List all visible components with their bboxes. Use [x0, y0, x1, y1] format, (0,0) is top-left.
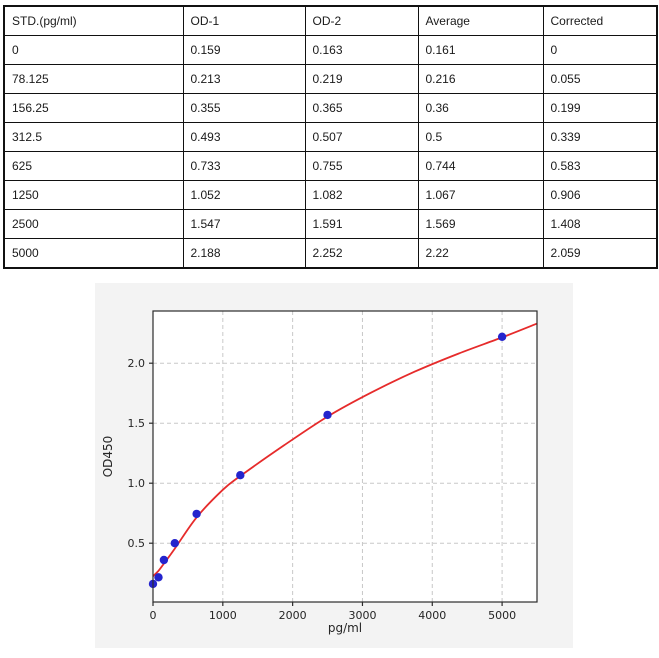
plot-frame: [152, 310, 538, 603]
table-row: 0 0.159 0.163 0.161 0: [3, 35, 658, 65]
data-point: [323, 410, 332, 420]
table-cell: 2.188: [182, 238, 306, 269]
table-cell: 0.507: [304, 122, 419, 152]
table-cell: 0.163: [304, 35, 419, 65]
table-cell: 0.906: [542, 180, 658, 210]
data-point: [154, 573, 163, 582]
y-tick-label: 1.0: [128, 477, 146, 490]
table-cell: 0.733: [182, 151, 306, 181]
tick-labels: 0 1000 2000 3000 4000 5000 0.5 1.0 1.5 2.0: [128, 357, 517, 622]
table-cell: 0.055: [542, 64, 658, 94]
gridlines: [153, 311, 537, 602]
table-cell: 0.365: [304, 93, 419, 123]
y-tick-label: 1.5: [128, 417, 146, 430]
plot-background: [153, 311, 537, 602]
plot-border: [152, 310, 538, 603]
plot-area: [153, 311, 537, 602]
table-cell: 2.059: [542, 238, 658, 269]
table-cell: 2.252: [304, 238, 419, 269]
table-cell: 0.199: [542, 93, 658, 123]
table-cell: 0.159: [182, 35, 306, 65]
data-point: [192, 509, 201, 519]
table-row: 1250 1.052 1.082 1.067 0.906: [3, 180, 658, 210]
table-cell: 0.744: [417, 151, 544, 181]
table-cell: 0: [3, 35, 184, 65]
table-cell: 625: [3, 151, 184, 181]
table-cell: 0.355: [182, 93, 306, 123]
standard-curve-figure: 0 1000 2000 3000 4000 5000 0.5 1.0 1.5 2.0 pg/ml …: [95, 283, 573, 648]
table-cell: 0.493: [182, 122, 306, 152]
col-header-od1: OD-1: [182, 5, 306, 36]
table-body: 0 0.159 0.163 0.161 0 78.125 0.213 0.219 0.216 0.…: [3, 35, 658, 269]
y-tick-label: 2.0: [128, 357, 146, 370]
col-header-average: Average: [417, 5, 544, 36]
table-row: 2500 1.547 1.591 1.569 1.408: [3, 209, 658, 239]
table-row: 5000 2.188 2.252 2.22 2.059: [3, 238, 658, 269]
table-cell: 0.216: [417, 64, 544, 94]
table-cell: 1.408: [542, 209, 658, 239]
x-tick-label: 1000: [209, 609, 237, 622]
table-row: 156.25 0.355 0.365 0.36 0.199: [3, 93, 658, 123]
table-cell: 1.547: [182, 209, 306, 239]
table-cell: 0.161: [417, 35, 544, 65]
table-cell: 0.36: [417, 93, 544, 123]
x-tick-label: 0: [150, 609, 157, 622]
table-cell: 0.339: [542, 122, 658, 152]
table-cell: 2500: [3, 209, 184, 239]
table-row: 625 0.733 0.755 0.744 0.583: [3, 151, 658, 181]
col-header-corrected: Corrected: [542, 5, 658, 36]
table-cell: 1.082: [304, 180, 419, 210]
table-cell: 0.5: [417, 122, 544, 152]
table-cell: 5000: [3, 238, 184, 269]
y-axis-label: OD450: [101, 436, 115, 478]
table-cell: 0.213: [182, 64, 306, 94]
col-header-od2: OD-2: [304, 5, 419, 36]
table-cell: 1.569: [417, 209, 544, 239]
table-row: 78.125 0.213 0.219 0.216 0.055: [3, 64, 658, 94]
data-point: [159, 555, 169, 565]
table-cell: 0: [542, 35, 658, 65]
data-points: [148, 332, 507, 589]
table-cell: 2.22: [417, 238, 544, 269]
data-point: [497, 332, 507, 341]
x-tick-label: 4000: [418, 609, 446, 622]
table-header-row: STD.(pg/ml) OD-1 OD-2 Average Corrected: [3, 5, 658, 36]
y-tick-label: 0.5: [128, 537, 146, 550]
table-cell: 78.125: [3, 64, 184, 94]
data-point: [236, 471, 245, 480]
x-tick-label: 3000: [348, 609, 376, 622]
table-cell: 1250: [3, 180, 184, 210]
table-cell: 1.052: [182, 180, 306, 210]
table-cell: 1.067: [417, 180, 544, 210]
table-cell: 0.755: [304, 151, 419, 181]
axis-ticks: [149, 362, 503, 606]
table-cell: 0.583: [542, 151, 658, 181]
table-cell: 1.591: [304, 209, 419, 239]
x-tick-label: 2000: [279, 609, 307, 622]
col-header-std: STD.(pg/ml): [3, 5, 184, 36]
standards-table: STD.(pg/ml) OD-1 OD-2 Average Corrected …: [3, 5, 658, 269]
table-cell: 312.5: [3, 122, 184, 152]
data-point: [170, 539, 179, 548]
table-cell: 0.219: [304, 64, 419, 94]
table-row: 312.5 0.493 0.507 0.5 0.339: [3, 122, 658, 152]
table-cell: 156.25: [3, 93, 184, 123]
x-tick-label: 5000: [488, 609, 516, 622]
x-axis-label: pg/ml: [328, 621, 362, 635]
